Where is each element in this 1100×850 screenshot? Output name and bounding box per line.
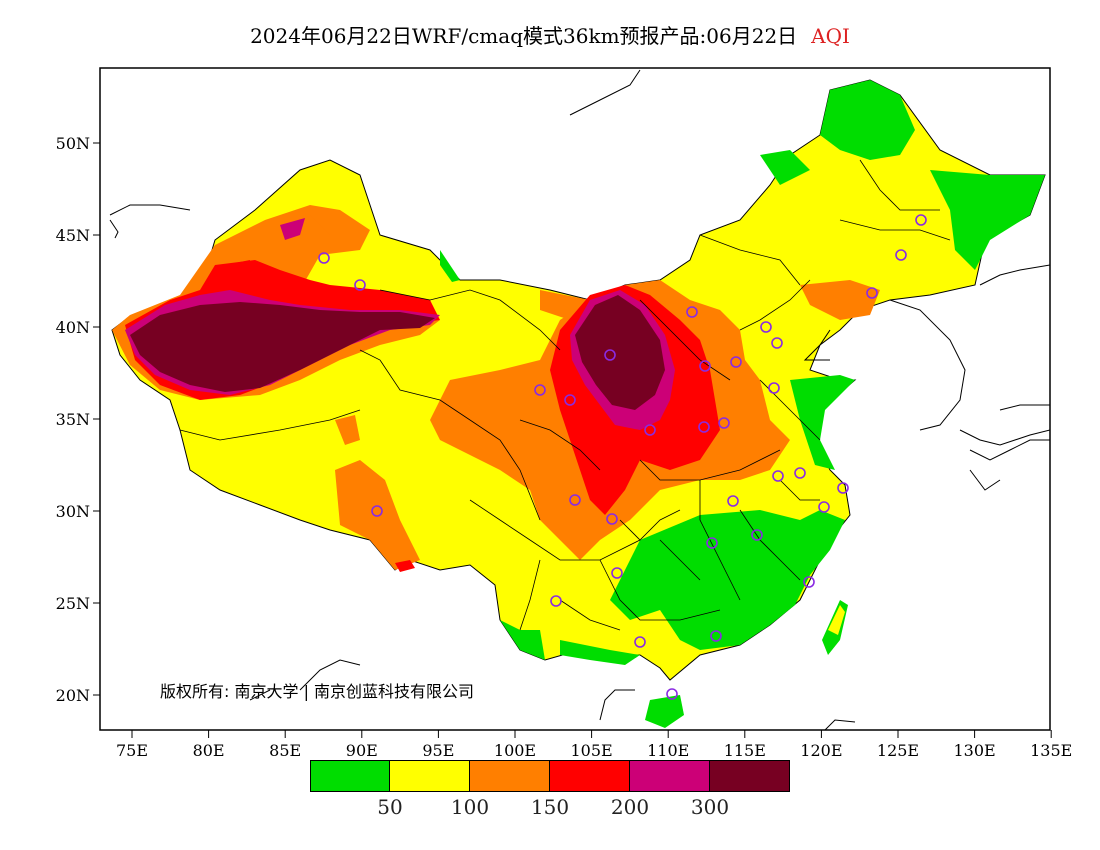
station-marker — [895, 249, 907, 261]
station-marker — [564, 394, 576, 406]
legend-swatch — [310, 760, 390, 792]
legend-swatch — [470, 760, 550, 792]
station-marker — [354, 279, 366, 291]
title-main: 2024年06月22日WRF/cmaq模式36km预报产品:06月22日 — [250, 24, 798, 48]
lat-tick-label: 40N — [56, 318, 90, 337]
lon-tick-label: 110E — [647, 741, 689, 760]
station-marker — [866, 287, 878, 299]
station-marker — [837, 482, 849, 494]
map-title: 2024年06月22日WRF/cmaq模式36km预报产品:06月22日 AQI — [0, 20, 1100, 49]
map-layers — [100, 68, 1050, 730]
lat-tick-label: 25N — [56, 594, 90, 613]
axis-tick-labels: 75E 80E 85E 90E 95E 100E 105E 110E 115E 120E 125E 1… — [56, 134, 1073, 760]
legend-label: 100 — [450, 795, 490, 819]
legend-swatch — [710, 760, 790, 792]
lon-tick-label: 95E — [422, 741, 454, 760]
station-marker — [699, 360, 711, 372]
lat-tick-label: 35N — [56, 410, 90, 429]
neighbor-coastlines — [109, 69, 1050, 730]
station-marker — [644, 424, 656, 436]
legend-label: 150 — [530, 795, 570, 819]
region-good — [440, 80, 1045, 728]
station-marker — [698, 421, 710, 433]
lon-tick-label: 75E — [116, 741, 148, 760]
station-marker — [718, 417, 730, 429]
station-marker — [634, 636, 646, 648]
station-marker — [534, 384, 546, 396]
lat-tick-label: 30N — [56, 502, 90, 521]
legend-swatch — [390, 760, 470, 792]
station-marker — [768, 382, 780, 394]
station-marker — [751, 529, 763, 541]
station-marker — [760, 321, 772, 333]
station-marker — [604, 349, 616, 361]
station-marker — [915, 214, 927, 226]
lon-tick-label: 125E — [877, 741, 919, 760]
lon-tick-label: 85E — [269, 741, 301, 760]
station-marker — [794, 467, 806, 479]
lon-tick-label: 100E — [494, 741, 536, 760]
legend-swatch — [630, 760, 710, 792]
station-marker — [371, 505, 383, 517]
station-marker — [706, 537, 718, 549]
legend-label: 50 — [377, 795, 403, 819]
map-frame — [99, 67, 1051, 731]
legend-swatch — [550, 760, 630, 792]
lon-tick-label: 105E — [570, 741, 612, 760]
station-marker — [803, 576, 815, 588]
station-marker — [710, 630, 722, 642]
color-legend — [310, 760, 790, 792]
station-marker — [550, 595, 562, 607]
title-product: AQI — [811, 24, 850, 48]
station-marker — [666, 688, 678, 700]
station-marker — [818, 501, 830, 513]
lon-tick-label: 130E — [953, 741, 995, 760]
station-marker — [611, 567, 623, 579]
region-hazardous — [130, 295, 665, 410]
station-marker — [730, 356, 742, 368]
lon-tick-label: 80E — [193, 741, 225, 760]
station-marker — [771, 337, 783, 349]
station-marker — [686, 306, 698, 318]
station-markers — [318, 214, 927, 700]
copyright-text: 版权所有: 南京大学 | 南京创蓝科技有限公司 — [160, 682, 474, 701]
lat-tick-label: 50N — [56, 134, 90, 153]
lon-tick-label: 135E — [1030, 741, 1072, 760]
lat-tick-label: 45N — [56, 226, 90, 245]
station-marker — [772, 470, 784, 482]
lon-tick-label: 120E — [800, 741, 842, 760]
station-marker — [727, 495, 739, 507]
station-marker — [318, 252, 330, 264]
legend-label: 300 — [690, 795, 730, 819]
axis-ticks — [93, 142, 1052, 738]
lat-tick-label: 20N — [56, 686, 90, 705]
lon-tick-label: 90E — [346, 741, 378, 760]
station-marker — [569, 494, 581, 506]
lon-tick-label: 115E — [724, 741, 766, 760]
legend-label: 200 — [610, 795, 650, 819]
province-boundaries — [179, 159, 951, 631]
station-marker — [606, 513, 618, 525]
